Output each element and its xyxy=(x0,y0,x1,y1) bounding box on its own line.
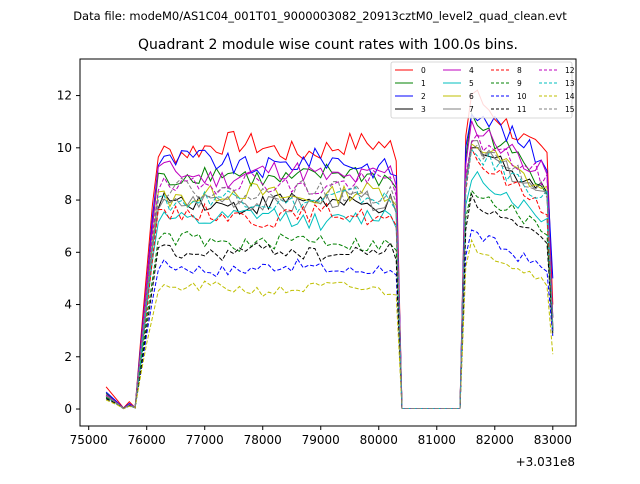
legend-label-13: 13 xyxy=(565,79,575,88)
x-axis-offset-label: +3.031e8 xyxy=(516,455,575,469)
legend-label-2: 2 xyxy=(421,92,426,101)
chart-title: Quadrant 2 module wise count rates with … xyxy=(138,37,518,53)
series-line-8 xyxy=(105,146,554,410)
series-line-9 xyxy=(105,189,554,410)
y-tick-label: 12 xyxy=(57,89,72,103)
x-tick-label: 78000 xyxy=(244,433,282,447)
series-line-14 xyxy=(105,238,554,410)
y-tick-label: 10 xyxy=(57,141,72,155)
x-tick-label: 80000 xyxy=(360,433,398,447)
x-tick-label: 81000 xyxy=(418,433,456,447)
legend-label-3: 3 xyxy=(421,105,426,114)
legend-label-11: 11 xyxy=(517,105,527,114)
y-tick-label: 4 xyxy=(64,298,72,312)
legend-label-12: 12 xyxy=(565,66,575,75)
series-layer xyxy=(105,89,554,410)
legend-label-7: 7 xyxy=(469,105,474,114)
legend-label-0: 0 xyxy=(421,66,426,75)
x-tick-label: 82000 xyxy=(476,433,514,447)
legend-label-8: 8 xyxy=(517,66,522,75)
legend-label-14: 14 xyxy=(565,92,575,101)
legend-label-10: 10 xyxy=(517,92,527,101)
x-tick-label: 75000 xyxy=(70,433,108,447)
y-tick-label: 2 xyxy=(64,350,72,364)
series-line-5 xyxy=(105,170,554,410)
y-tick-label: 0 xyxy=(64,402,72,416)
legend-label-5: 5 xyxy=(469,79,474,88)
axes-layer: 75000 76000 77000 78000 79000 80000 81000 82000… xyxy=(57,58,577,447)
plot-frame xyxy=(79,58,577,427)
figure-suptitle: Data file: modeM0/AS1C04_001T01_90000030… xyxy=(73,9,567,23)
legend-label-4: 4 xyxy=(469,66,474,75)
x-tick-label: 77000 xyxy=(186,433,224,447)
series-line-13 xyxy=(105,148,554,410)
legend-label-9: 9 xyxy=(517,79,522,88)
series-line-15 xyxy=(105,144,554,410)
y-tick-label: 6 xyxy=(64,245,72,259)
legend-label-1: 1 xyxy=(421,79,426,88)
x-tick-label: 76000 xyxy=(128,433,166,447)
y-tick-label: 8 xyxy=(64,193,72,207)
series-line-7 xyxy=(105,139,554,410)
legend-label-6: 6 xyxy=(469,92,474,101)
series-line-10 xyxy=(105,229,554,410)
series-line-12 xyxy=(105,132,554,410)
series-line-11 xyxy=(105,192,554,410)
series-line-2 xyxy=(105,113,554,409)
legend-label-15: 15 xyxy=(565,105,575,114)
x-tick-label: 79000 xyxy=(302,433,340,447)
x-tick-label: 83000 xyxy=(534,433,572,447)
